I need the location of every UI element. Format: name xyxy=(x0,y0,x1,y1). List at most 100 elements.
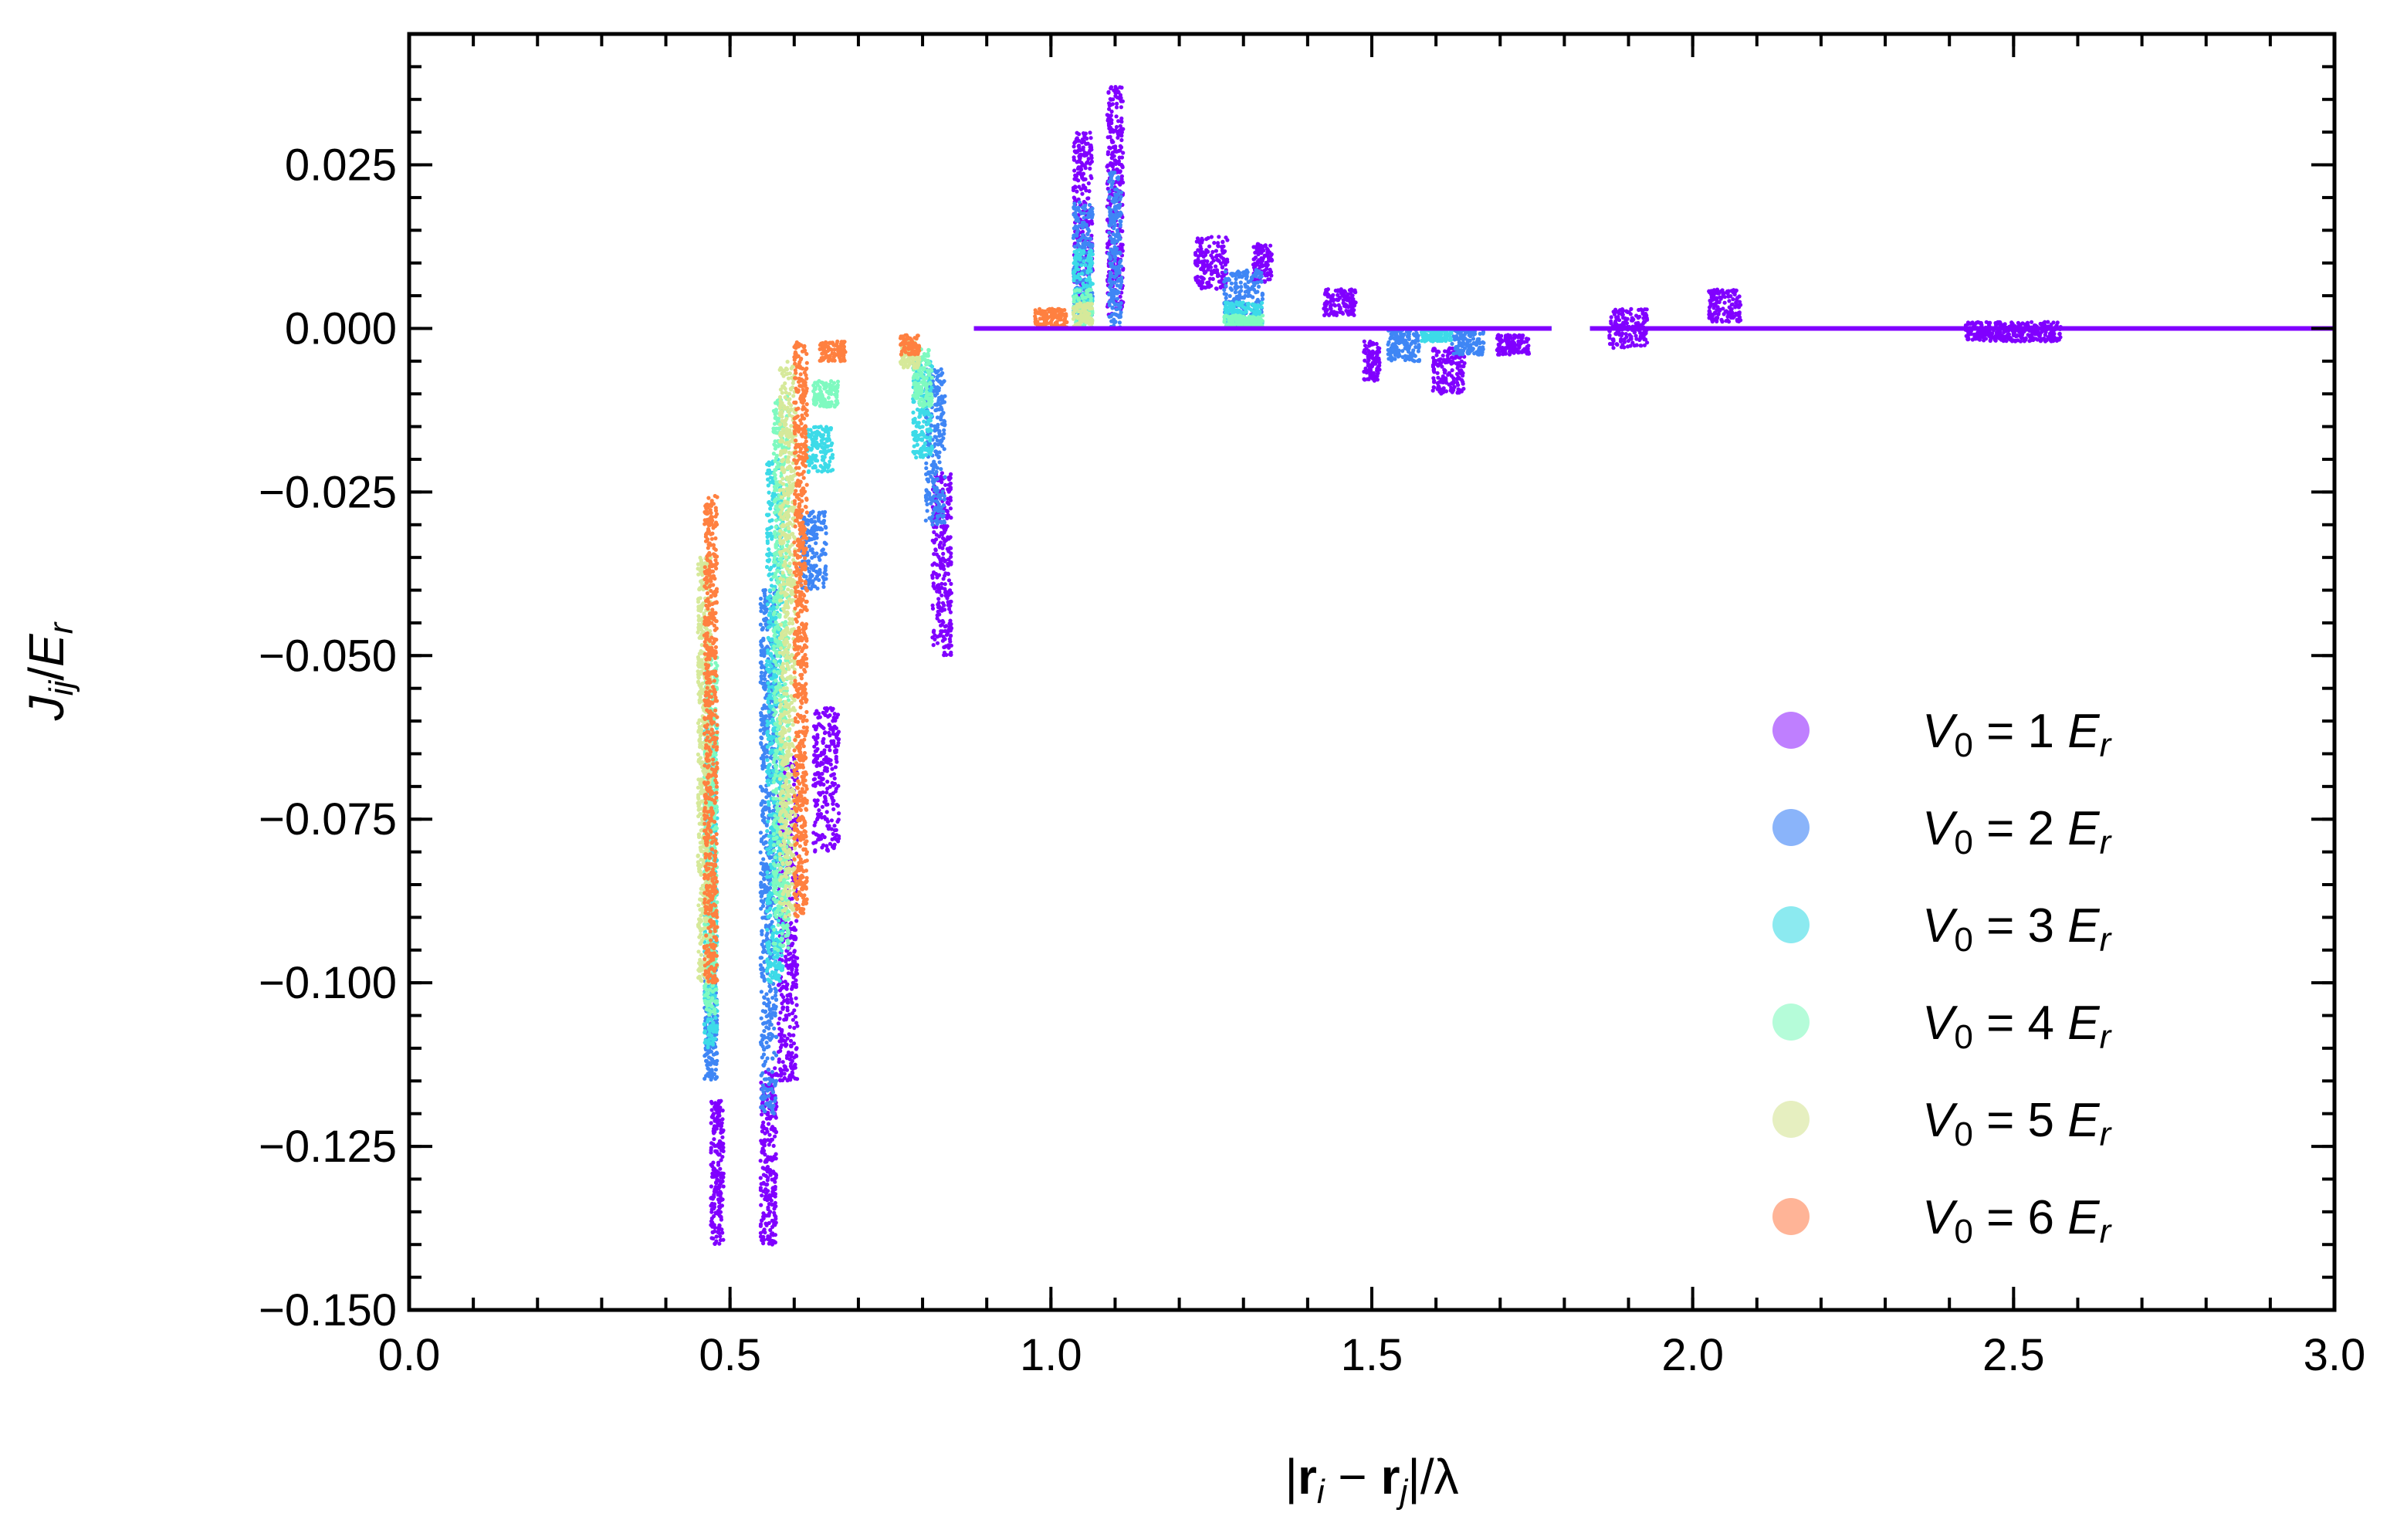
data-point xyxy=(777,1060,781,1064)
data-point xyxy=(786,966,791,970)
data-point xyxy=(925,509,929,513)
data-point xyxy=(1375,353,1380,357)
data-point xyxy=(2037,333,2042,338)
data-point xyxy=(1214,286,1219,291)
data-points xyxy=(696,85,2063,1247)
data-point xyxy=(717,1204,722,1209)
data-point xyxy=(822,800,827,804)
data-point xyxy=(1106,292,1112,296)
data-point xyxy=(949,621,953,627)
data-point xyxy=(1735,297,1739,302)
data-point xyxy=(1363,344,1368,348)
data-point xyxy=(2013,338,2018,343)
data-point xyxy=(821,710,825,715)
data-point xyxy=(767,1202,772,1207)
data-point xyxy=(1497,337,1502,342)
data-point xyxy=(947,588,953,593)
data-point xyxy=(1209,283,1214,288)
data-point xyxy=(833,765,838,770)
data-point xyxy=(1637,307,1641,313)
data-point xyxy=(1340,293,1345,297)
data-point xyxy=(758,601,763,607)
data-point xyxy=(832,824,837,828)
data-point xyxy=(712,1124,717,1129)
data-point xyxy=(926,477,930,482)
data-point xyxy=(1081,131,1086,136)
data-point xyxy=(785,982,790,987)
data-point xyxy=(1459,389,1464,394)
data-point xyxy=(821,575,825,580)
data-point xyxy=(1088,136,1093,140)
data-point xyxy=(831,741,836,746)
data-point xyxy=(825,787,830,791)
data-point xyxy=(761,1216,766,1220)
data-point xyxy=(929,501,933,506)
data-point xyxy=(1261,263,1265,268)
data-point xyxy=(1087,242,1092,246)
data-point xyxy=(822,768,827,773)
data-point xyxy=(818,753,823,758)
data-point xyxy=(774,1053,779,1058)
data-point xyxy=(767,1026,771,1031)
data-point xyxy=(931,462,936,466)
data-point xyxy=(946,561,950,567)
data-point xyxy=(1620,307,1625,312)
data-point xyxy=(1373,358,1377,363)
data-point xyxy=(831,716,836,720)
data-point xyxy=(710,1057,715,1061)
data-point xyxy=(784,1056,790,1061)
data-point xyxy=(1268,267,1272,272)
data-point xyxy=(714,1119,719,1123)
data-point xyxy=(948,618,953,623)
data-point xyxy=(767,1211,772,1216)
data-point xyxy=(1432,380,1437,384)
data-point xyxy=(1088,143,1093,147)
data-point xyxy=(1441,354,1445,358)
data-point xyxy=(1377,367,1382,372)
data-point xyxy=(1369,364,1374,369)
data-point xyxy=(790,1065,794,1070)
data-point xyxy=(935,641,940,645)
data-point xyxy=(791,941,795,946)
data-point xyxy=(947,477,952,482)
data-point xyxy=(762,1020,767,1025)
data-point xyxy=(770,1177,774,1182)
data-point xyxy=(759,871,763,875)
data-point xyxy=(1225,259,1230,264)
data-point xyxy=(720,1108,725,1113)
data-point xyxy=(1615,342,1620,347)
data-point xyxy=(790,966,794,971)
data-point xyxy=(930,470,935,475)
data-point xyxy=(1088,174,1093,178)
data-point xyxy=(763,714,768,719)
data-point xyxy=(945,509,950,514)
data-point xyxy=(717,1230,722,1236)
data-point xyxy=(793,1065,797,1070)
data-point xyxy=(721,1237,726,1242)
data-point xyxy=(1202,269,1207,274)
data-point xyxy=(767,989,773,993)
data-point xyxy=(782,1076,787,1081)
data-point xyxy=(1619,345,1624,350)
data-point xyxy=(762,1093,767,1098)
data-point xyxy=(814,763,819,768)
data-point xyxy=(794,964,799,969)
data-point xyxy=(936,379,941,384)
data-point xyxy=(931,584,936,588)
data-point xyxy=(1433,358,1438,364)
data-point xyxy=(1216,244,1221,249)
data-point xyxy=(769,1013,774,1018)
data-point xyxy=(1455,381,1460,385)
data-point xyxy=(1074,208,1078,212)
data-point xyxy=(720,1135,725,1139)
data-point xyxy=(1072,201,1077,206)
data-point xyxy=(2008,335,2013,340)
data-point xyxy=(759,894,763,899)
data-point xyxy=(931,511,936,516)
data-point xyxy=(761,1139,767,1143)
data-point xyxy=(936,422,940,427)
data-point xyxy=(759,648,763,653)
data-point xyxy=(765,1056,770,1061)
data-point xyxy=(816,716,821,720)
